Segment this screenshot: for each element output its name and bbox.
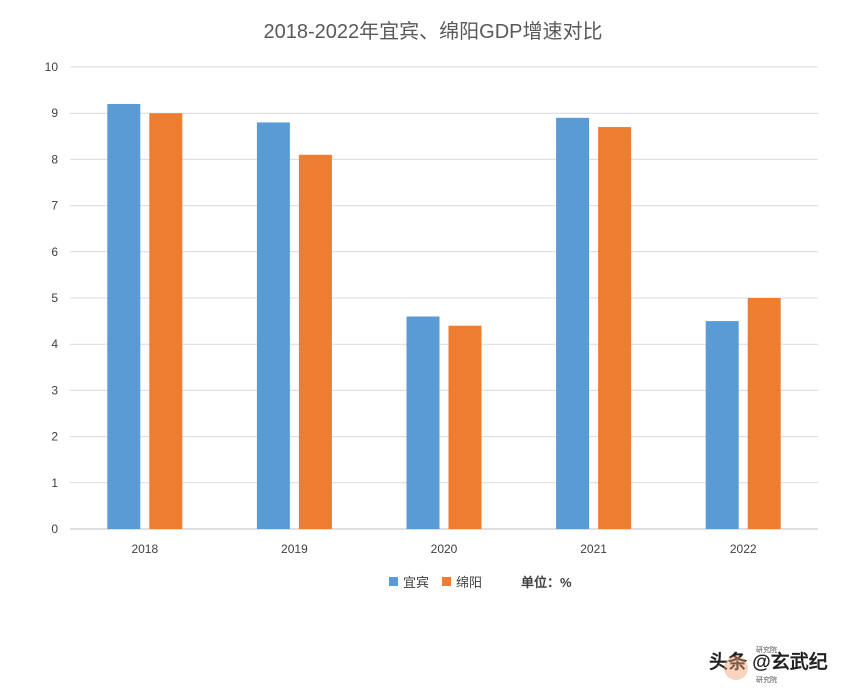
y-tick-label: 1 xyxy=(51,476,58,490)
bar-mianyang-2020 xyxy=(448,325,482,529)
legend: 宜宾 绵阳 单位：% xyxy=(389,575,572,590)
bar-mianyang-2021 xyxy=(598,127,632,529)
x-axis-ticks: 2018 2019 2020 2021 2022 xyxy=(131,542,756,556)
watermark-logo-text: 研究院 xyxy=(756,675,777,684)
bar-mianyang-2018 xyxy=(149,113,183,529)
y-tick-label: 7 xyxy=(51,199,58,213)
unit-label: 单位：% xyxy=(521,575,572,590)
bar-mianyang-2019 xyxy=(298,154,332,529)
bar-yibin-2022 xyxy=(705,321,739,529)
chart-title: 2018-2022年宜宾、绵阳GDP增速对比 xyxy=(264,20,603,43)
legend-swatch-mianyang xyxy=(442,577,451,586)
watermark-logo-icon xyxy=(724,656,748,680)
y-tick-label: 4 xyxy=(51,337,58,351)
x-tick-label: 2019 xyxy=(281,542,308,556)
y-tick-label: 6 xyxy=(51,245,58,259)
y-tick-label: 2 xyxy=(51,430,58,444)
y-tick-label: 9 xyxy=(51,106,58,120)
x-tick-label: 2018 xyxy=(131,542,158,556)
y-tick-label: 0 xyxy=(51,522,58,536)
y-tick-label: 8 xyxy=(51,152,58,166)
watermark-logo-small: 研究院 xyxy=(756,645,777,654)
bars xyxy=(107,103,781,530)
bar-mianyang-2022 xyxy=(747,298,781,529)
legend-swatch-yibin xyxy=(389,577,398,586)
bar-yibin-2021 xyxy=(556,117,590,529)
y-tick-label: 5 xyxy=(51,291,58,305)
legend-label-yibin: 宜宾 xyxy=(403,575,429,590)
bar-yibin-2020 xyxy=(406,316,440,529)
bar-yibin-2019 xyxy=(256,122,290,529)
watermark: 头条 @玄武纪 研究院 研究院 xyxy=(709,645,828,684)
x-tick-label: 2020 xyxy=(431,542,458,556)
y-tick-label: 10 xyxy=(45,60,59,74)
y-tick-label: 3 xyxy=(51,383,58,397)
x-tick-label: 2021 xyxy=(580,542,607,556)
legend-label-mianyang: 绵阳 xyxy=(456,575,482,590)
grid xyxy=(70,66,818,530)
y-axis-ticks: 0 1 2 3 4 5 6 7 8 9 10 xyxy=(45,60,59,536)
watermark-text: 头条 @玄武纪 xyxy=(709,650,828,673)
bar-yibin-2018 xyxy=(107,103,141,530)
x-tick-label: 2022 xyxy=(730,542,757,556)
